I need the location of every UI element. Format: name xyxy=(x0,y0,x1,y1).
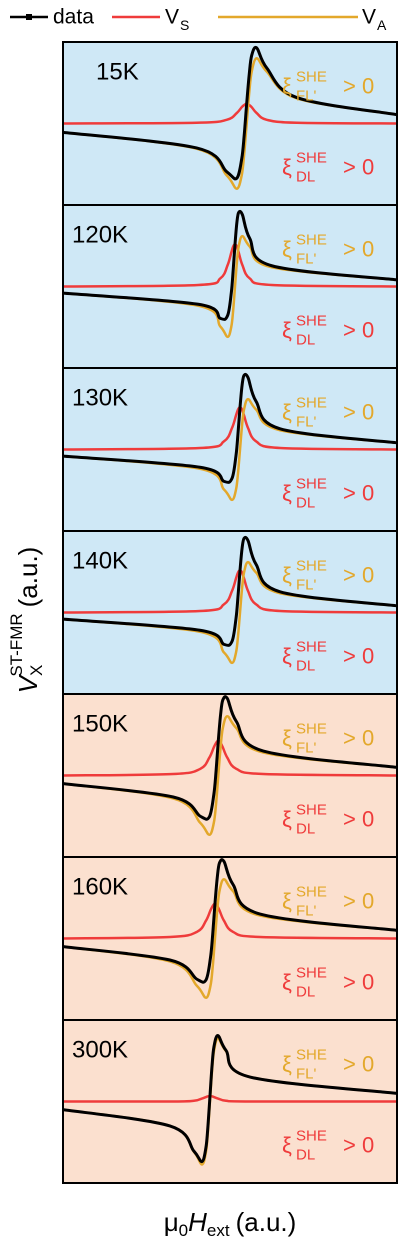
legend-label: data xyxy=(53,6,94,29)
annotation-text: > 0 xyxy=(343,970,374,995)
data-line xyxy=(63,858,397,984)
annotation-sup: SHE xyxy=(296,802,327,819)
x-label-main: H xyxy=(188,1207,207,1237)
x-label-sub: ext xyxy=(207,1221,230,1240)
annotation-text: > 0 xyxy=(343,1133,374,1158)
y-label-main: V xyxy=(13,673,43,693)
data-line xyxy=(63,695,397,821)
annotation-symbol: ξ xyxy=(282,400,292,425)
annotation-text: > 0 xyxy=(343,400,374,425)
panel-title: 130K xyxy=(72,385,128,412)
annotation-symbol: ξ xyxy=(282,726,292,751)
annotation-sub: FL' xyxy=(296,88,317,105)
annotation-symbol: ξ xyxy=(282,563,292,588)
plot-area xyxy=(63,695,397,837)
annotation-symbol: ξ xyxy=(282,155,292,180)
annotation-sup: SHE xyxy=(296,313,327,330)
plot-area xyxy=(63,45,397,190)
annotation-sub: DL xyxy=(296,821,315,838)
annotation-symbol: ξ xyxy=(282,807,292,832)
annotation-sup: SHE xyxy=(296,395,327,412)
annotation-sub: FL' xyxy=(296,577,317,594)
plot-area xyxy=(63,535,397,665)
x-label-mu-sub: 0 xyxy=(179,1221,188,1240)
plot-area xyxy=(63,209,397,339)
annotation-text: > 0 xyxy=(343,889,374,914)
annotation-sub: DL xyxy=(296,495,315,512)
data-line xyxy=(63,45,397,181)
annotation-sup: SHE xyxy=(296,1128,327,1145)
x-label-unit: (a.u.) xyxy=(236,1207,297,1237)
annotation-symbol: ξ xyxy=(282,318,292,343)
data-line xyxy=(63,372,397,484)
annotation-sub: DL xyxy=(296,984,315,1001)
annotation-sup: SHE xyxy=(296,721,327,738)
fit-line xyxy=(63,560,397,665)
annotation-text: > 0 xyxy=(343,807,374,832)
annotation-symbol: ξ xyxy=(282,237,292,262)
legend-sub: S xyxy=(180,17,189,33)
annotation-sub: DL xyxy=(296,332,315,349)
annotation-symbol: ξ xyxy=(282,970,292,995)
annotation-symbol: ξ xyxy=(282,1052,292,1077)
annotation-text: > 0 xyxy=(343,726,374,751)
panel-title: 140K xyxy=(72,548,128,575)
annotation-sub: FL' xyxy=(296,1066,317,1083)
annotation-sub: DL xyxy=(296,658,315,675)
plot-area xyxy=(63,372,397,502)
panel-title: 120K xyxy=(72,222,128,249)
annotation-symbol: ξ xyxy=(282,481,292,506)
annotation-text: > 0 xyxy=(343,1052,374,1077)
annotation-sub: FL' xyxy=(296,740,317,757)
annotation-text: > 0 xyxy=(343,481,374,506)
annotation-sup: SHE xyxy=(296,1047,327,1064)
panel-title: 15K xyxy=(96,59,139,86)
panel-title: 150K xyxy=(72,711,128,738)
data-line xyxy=(63,1034,397,1164)
annotation-symbol: ξ xyxy=(282,889,292,914)
legend-label: V xyxy=(165,6,179,29)
annotation-sup: SHE xyxy=(296,639,327,656)
annotation-sub: DL xyxy=(296,169,315,186)
annotation-text: > 0 xyxy=(343,237,374,262)
y-label-sub: X xyxy=(27,665,46,676)
annotation-sup: SHE xyxy=(296,69,327,86)
data-line xyxy=(63,209,397,321)
x-axis-label: μ0Hext (a.u.) xyxy=(164,1207,297,1240)
y-label-sup: ST-FMR xyxy=(7,613,26,676)
annotation-sup: SHE xyxy=(296,150,327,167)
annotation-text: > 0 xyxy=(343,644,374,669)
plot-area xyxy=(63,1034,397,1166)
annotation-sub: DL xyxy=(296,1147,315,1164)
y-label-unit: (a.u.) xyxy=(13,547,43,608)
panel-title: 160K xyxy=(72,874,128,901)
annotation-text: > 0 xyxy=(343,563,374,588)
annotation-sub: FL' xyxy=(296,251,317,268)
annotation-text: > 0 xyxy=(343,74,374,99)
legend-label: V xyxy=(362,6,376,29)
fit-line xyxy=(63,397,397,502)
panel-border xyxy=(62,1019,398,1184)
legend-sub: A xyxy=(377,17,387,33)
annotation-text: > 0 xyxy=(343,318,374,343)
annotation-sub: FL' xyxy=(296,414,317,431)
annotation-sup: SHE xyxy=(296,558,327,575)
panel-title: 300K xyxy=(72,1037,128,1064)
annotation-sup: SHE xyxy=(296,965,327,982)
annotation-sup: SHE xyxy=(296,232,327,249)
annotation-symbol: ξ xyxy=(282,644,292,669)
data-line xyxy=(63,535,397,647)
plot-area xyxy=(63,858,397,1000)
annotation-sup: SHE xyxy=(296,884,327,901)
annotation-sup: SHE xyxy=(296,476,327,493)
y-axis-label: VXST-FMR (a.u.) xyxy=(7,547,46,694)
annotation-symbol: ξ xyxy=(282,1133,292,1158)
annotation-sub: FL' xyxy=(296,903,317,920)
legend-marker xyxy=(26,14,32,20)
x-label-mu: μ xyxy=(164,1207,179,1237)
annotation-text: > 0 xyxy=(343,155,374,180)
annotation-symbol: ξ xyxy=(282,74,292,99)
